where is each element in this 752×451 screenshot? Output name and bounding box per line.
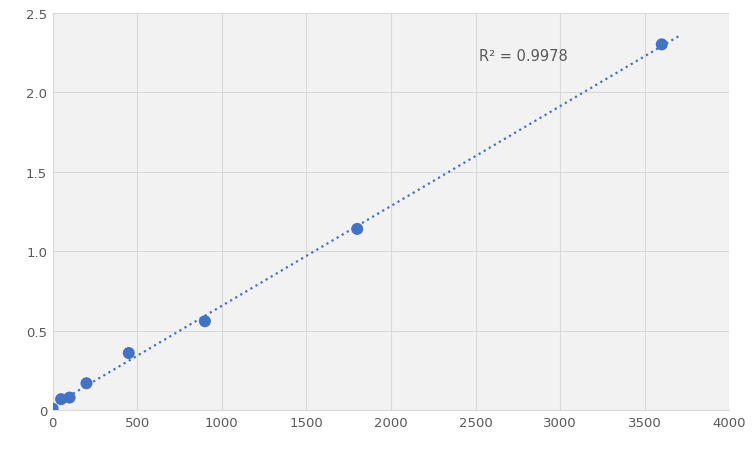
Text: R² = 0.9978: R² = 0.9978: [479, 49, 568, 64]
Point: [199, 318, 211, 325]
Point: [656, 41, 668, 49]
Point: [55, 396, 67, 403]
Point: [351, 226, 363, 233]
Point: [47, 405, 59, 412]
Point: [123, 350, 135, 357]
Point: [63, 394, 75, 401]
Point: [80, 380, 92, 387]
